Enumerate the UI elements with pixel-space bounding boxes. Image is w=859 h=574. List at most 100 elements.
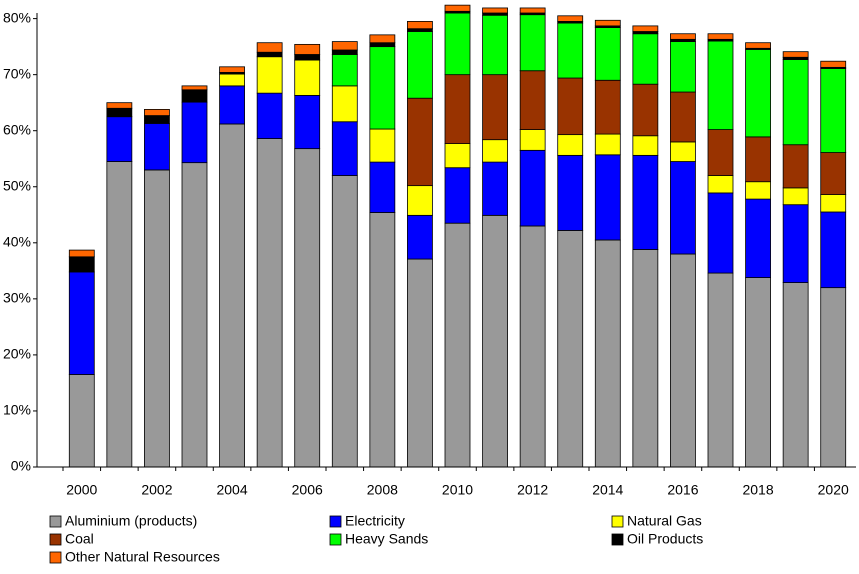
bar-segment <box>594 79 621 135</box>
bar-segment <box>106 116 133 162</box>
bar-segment <box>369 34 396 44</box>
bar-segment <box>670 141 696 162</box>
bar-segment <box>745 136 771 183</box>
legend-label: Natural Gas <box>627 513 702 529</box>
bar-segment <box>407 28 433 32</box>
bar-segment <box>256 51 283 58</box>
bar-segment <box>369 161 396 213</box>
bar-segment <box>707 129 734 176</box>
bar-segment <box>407 97 433 187</box>
bar-segment <box>181 85 208 91</box>
bar-segment <box>707 40 734 130</box>
x-tick-label: 2018 <box>742 482 773 498</box>
bar-segment <box>331 41 358 51</box>
legend-label: Oil Products <box>627 531 703 547</box>
bar-segment <box>482 214 508 468</box>
bar-segment <box>820 287 847 468</box>
bar-segment <box>594 19 621 27</box>
bar-segment <box>670 91 696 143</box>
bar-segment <box>670 41 696 93</box>
legend-swatch <box>329 533 342 546</box>
bar-segment <box>632 154 659 250</box>
bar-segment <box>670 33 696 40</box>
bar-segment <box>294 54 321 61</box>
y-tick-label: 30% <box>3 290 31 306</box>
bar-segment <box>369 128 396 163</box>
x-tick-label: 2014 <box>592 482 623 498</box>
bar-segment <box>745 42 771 49</box>
bar-segment <box>106 102 133 109</box>
bar-segment <box>782 187 809 206</box>
bar-segment <box>68 374 95 468</box>
x-tick-label: 2006 <box>292 482 323 498</box>
bar-segment <box>482 139 508 163</box>
y-tick-label: 80% <box>3 9 31 25</box>
bar-segment <box>707 272 734 468</box>
bar-segment <box>557 154 584 231</box>
bar-segment <box>181 89 208 103</box>
bar-segment <box>294 43 321 55</box>
bar-segment <box>820 60 847 68</box>
bar-segment <box>219 85 245 125</box>
x-tick-label: 2008 <box>367 482 398 498</box>
legend-label: Coal <box>65 531 94 547</box>
legend-swatch <box>49 515 62 528</box>
bar-segment <box>745 198 771 278</box>
y-tick-label: 10% <box>3 402 31 418</box>
bar-segment <box>256 56 283 94</box>
bar-segment <box>294 148 321 468</box>
bar-segment <box>331 85 358 123</box>
bar-segment <box>632 25 659 32</box>
legend-label: Heavy Sands <box>345 531 428 547</box>
bar-segment <box>256 92 283 139</box>
bar-segment <box>444 143 471 169</box>
bar-segment <box>181 162 208 468</box>
legend-swatch <box>611 533 624 546</box>
bar-segment <box>594 154 621 241</box>
bar-segment <box>632 249 659 468</box>
x-tick-label: 2002 <box>141 482 172 498</box>
legend-swatch <box>49 551 62 564</box>
legend-swatch <box>329 515 342 528</box>
bar-segment <box>68 256 95 273</box>
bar-segment <box>407 21 433 30</box>
x-tick-label: 2010 <box>442 482 473 498</box>
bar-segment <box>782 144 809 189</box>
x-tick-label: 2012 <box>517 482 548 498</box>
bar-segment <box>707 33 734 40</box>
bar-segment <box>670 161 696 255</box>
bar-segment <box>594 133 621 156</box>
bar-segment <box>144 169 170 468</box>
legend-label: Other Natural Resources <box>65 549 220 565</box>
bar-segment <box>144 115 170 124</box>
bar-segment <box>256 138 283 468</box>
y-tick-label: 50% <box>3 177 31 193</box>
y-tick-label: 40% <box>3 234 31 250</box>
bar-segment <box>219 123 245 468</box>
bar-segment <box>820 194 847 213</box>
bar-segment <box>444 4 471 12</box>
bar-segment <box>331 175 358 468</box>
bar-segment <box>256 42 283 53</box>
bar-segment <box>407 31 433 99</box>
bar-segment <box>482 7 508 14</box>
bar-segment <box>407 258 433 468</box>
bar-segment <box>519 7 546 14</box>
bar-segment <box>519 129 546 151</box>
bar-segment <box>707 192 734 274</box>
bar-segment <box>219 73 245 87</box>
bar-segment <box>482 14 508 76</box>
bar-segment <box>144 123 170 171</box>
bar-segment <box>519 225 546 468</box>
bar-segment <box>782 59 809 146</box>
bar-segment <box>369 42 396 48</box>
x-tick-label: 2020 <box>818 482 849 498</box>
bar-segment <box>745 277 771 468</box>
bar-segment <box>557 22 584 79</box>
y-tick-label: 0% <box>11 458 31 474</box>
bar-segment <box>331 49 358 55</box>
legend-label: Aluminium (products) <box>65 513 197 529</box>
y-tick-label: 60% <box>3 121 31 137</box>
